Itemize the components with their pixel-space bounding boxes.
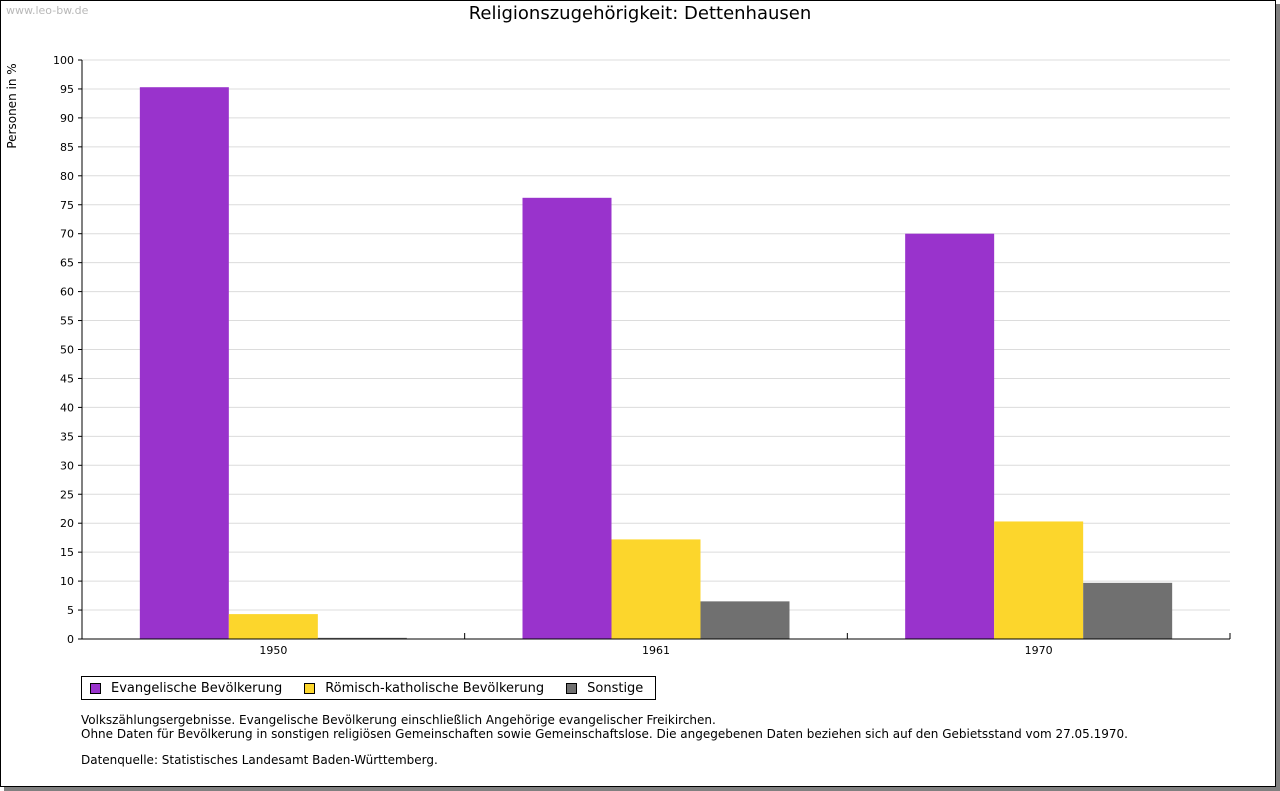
y-tick-label-90: 90 — [60, 112, 74, 125]
y-tick-label-40: 40 — [60, 401, 74, 414]
note-line-2: Ohne Daten für Bevölkerung in sonstigen … — [81, 727, 1128, 741]
y-tick-label-45: 45 — [60, 372, 74, 385]
x-tick-labels: 1950 1961 1970 — [259, 644, 1052, 657]
chart-notes: Volkszählungsergebnisse. Evangelische Be… — [81, 713, 1128, 741]
y-tick-labels: 0 5 10 15 20 25 30 35 40 45 50 55 60 65 70 75 80 85 90 95 10… — [53, 54, 74, 646]
bar-1970-2 — [1083, 582, 1173, 639]
note-line-1: Volkszählungsergebnisse. Evangelische Be… — [81, 713, 716, 727]
bar-1961-2 — [700, 601, 790, 639]
legend-item-sonstige: Sonstige — [566, 681, 643, 696]
bar-1970-0 — [905, 233, 995, 639]
y-tick-label-30: 30 — [60, 459, 74, 472]
y-tick-label-95: 95 — [60, 83, 74, 96]
x-tick-label-1970: 1970 — [1025, 644, 1053, 657]
bar-1950-1 — [228, 614, 318, 639]
watermark: www.leo-bw.de — [6, 4, 89, 17]
y-tick-label-25: 25 — [60, 488, 74, 501]
y-tick-label-65: 65 — [60, 257, 74, 270]
y-tick-label-75: 75 — [60, 199, 74, 212]
y-tick-label-15: 15 — [60, 546, 74, 559]
data-source: Datenquelle: Statistisches Landesamt Bad… — [81, 753, 438, 767]
bar-1950-0 — [139, 87, 229, 639]
y-tick-label-80: 80 — [60, 170, 74, 183]
bar-chart: 0 5 10 15 20 25 30 35 40 45 50 55 60 65 70 75 80 85 90 95 10… — [5, 54, 1231, 657]
legend-swatch-sonstige — [566, 682, 578, 694]
bars — [139, 87, 1173, 639]
chart-title: Religionszugehörigkeit: Dettenhausen — [468, 3, 812, 24]
y-tick-label-35: 35 — [60, 430, 74, 443]
y-tick-label-5: 5 — [67, 604, 74, 617]
y-tick-label-20: 20 — [60, 517, 74, 530]
y-tick-label-70: 70 — [60, 228, 74, 241]
legend-label-sonstige: Sonstige — [587, 680, 644, 696]
bar-1961-1 — [611, 539, 701, 639]
legend-label-evangelisch: Evangelische Bevölkerung — [111, 680, 283, 696]
y-axis-label: Personen in % — [5, 63, 19, 148]
legend-item-evangelisch: Evangelische Bevölkerung — [90, 681, 282, 696]
y-tick-label-100: 100 — [53, 54, 74, 67]
y-tick-label-55: 55 — [60, 315, 74, 328]
legend-item-katholisch: Römisch-katholische Bevölkerung — [304, 681, 544, 696]
x-tick-label-1961: 1961 — [642, 644, 670, 657]
legend-swatch-evangelisch — [90, 682, 101, 694]
bar-1970-1 — [994, 521, 1084, 639]
y-tick-label-50: 50 — [60, 344, 74, 357]
y-tick-label-60: 60 — [60, 286, 74, 299]
bar-1950-2 — [317, 637, 407, 639]
legend-label-katholisch: Römisch-katholische Bevölkerung — [325, 680, 545, 696]
legend: Evangelische Bevölkerung Römisch-katholi… — [81, 676, 657, 700]
axes — [81, 60, 1231, 640]
y-tick-label-10: 10 — [60, 575, 74, 588]
bar-1961-0 — [522, 197, 612, 639]
y-tick-label-85: 85 — [60, 141, 74, 154]
x-tick-label-1950: 1950 — [259, 644, 287, 657]
y-tick-label-0: 0 — [67, 633, 74, 646]
legend-swatch-katholisch — [304, 682, 316, 694]
